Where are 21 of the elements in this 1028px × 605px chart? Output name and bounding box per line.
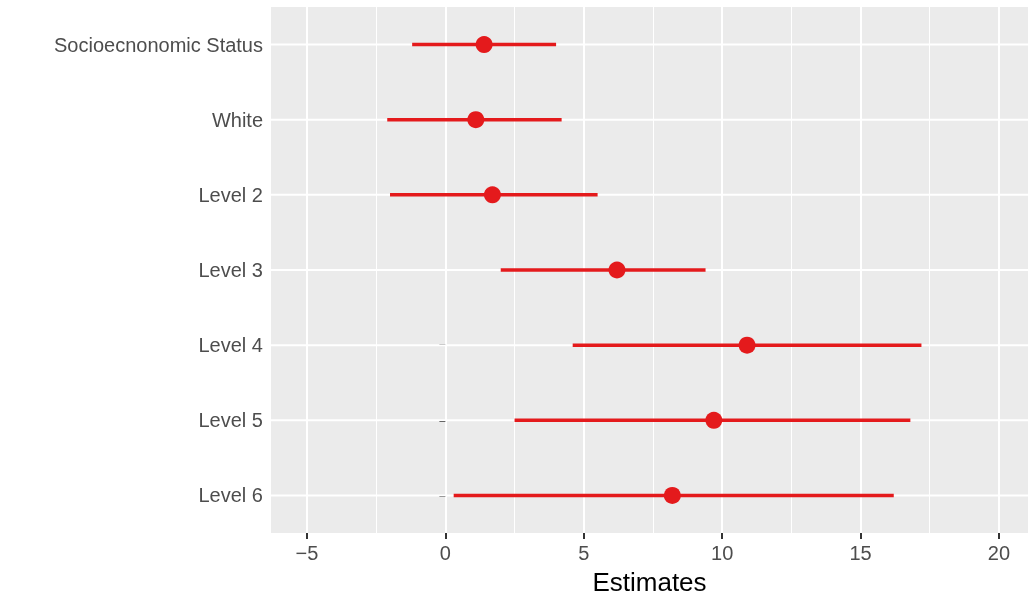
point bbox=[483, 186, 501, 204]
y-tick-label: Level 6 bbox=[198, 484, 263, 507]
x-tick-label: 15 bbox=[849, 542, 872, 564]
x-tick-label: 5 bbox=[578, 542, 590, 564]
y-tick-label: Level 2 bbox=[198, 183, 263, 206]
y-tick-label: Level 4 bbox=[198, 334, 263, 357]
point bbox=[475, 36, 493, 54]
y-tick-label: White bbox=[211, 108, 263, 131]
x-tick-label: −5 bbox=[295, 542, 319, 564]
point bbox=[738, 336, 756, 354]
point bbox=[608, 261, 626, 279]
x-tick-label: 20 bbox=[987, 542, 1011, 564]
y-tick-label: Level 5 bbox=[198, 409, 263, 432]
point bbox=[705, 411, 723, 429]
x-tick-label: 0 bbox=[439, 542, 451, 564]
point bbox=[663, 486, 681, 504]
x-axis-title: Estimates bbox=[592, 567, 707, 597]
y-tick-label: Socioecnonomic Status bbox=[53, 33, 263, 56]
point bbox=[467, 111, 485, 129]
y-tick-label: Level 3 bbox=[198, 259, 263, 281]
x-tick-label: 10 bbox=[711, 542, 734, 564]
